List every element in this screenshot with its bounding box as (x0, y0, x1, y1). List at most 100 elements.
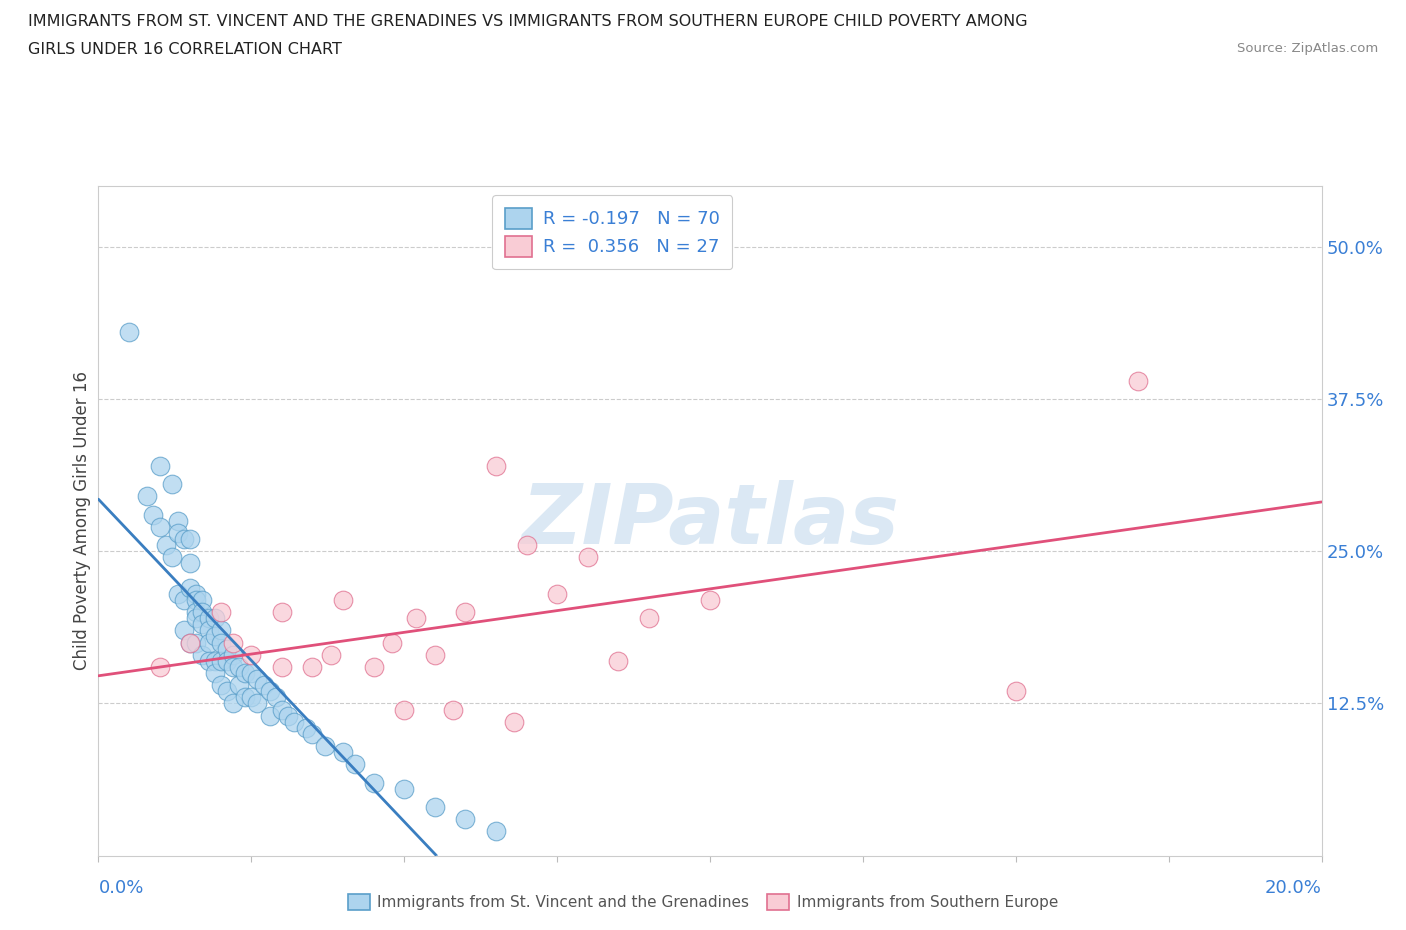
Point (1128, 373, 1150, 388)
Point (246, 671, 269, 686)
Point (240, 690, 263, 705)
Point (191, 617, 214, 631)
Point (301, 659, 323, 674)
Point (160, 550, 183, 565)
Point (546, 587, 568, 602)
Point (405, 611, 427, 626)
Text: Source: ZipAtlas.com: Source: ZipAtlas.com (1237, 42, 1378, 55)
Point (344, 757, 367, 772)
Point (191, 592, 214, 607)
Point (209, 604, 232, 619)
Point (454, 812, 477, 827)
Point (186, 592, 208, 607)
Point (441, 702, 464, 717)
Point (363, 659, 385, 674)
Text: GIRLS UNDER 16 CORRELATION CHART: GIRLS UNDER 16 CORRELATION CHART (28, 42, 342, 57)
Text: IMMIGRANTS FROM ST. VINCENT AND THE GRENADINES VS IMMIGRANTS FROM SOUTHERN EUROP: IMMIGRANTS FROM ST. VINCENT AND THE GREN… (28, 14, 1028, 29)
Point (423, 800, 446, 815)
Point (173, 592, 195, 607)
Point (259, 708, 281, 723)
Point (381, 635, 404, 650)
Point (149, 659, 172, 674)
Point (179, 635, 201, 650)
Point (179, 532, 201, 547)
Point (503, 714, 526, 729)
Point (392, 702, 416, 717)
Point (222, 647, 245, 662)
Point (155, 538, 177, 552)
Point (332, 592, 354, 607)
Point (454, 604, 477, 619)
Legend: Immigrants from St. Vincent and the Grenadines, Immigrants from Southern Europe: Immigrants from St. Vincent and the Gren… (340, 886, 1066, 918)
Point (209, 635, 232, 650)
Point (204, 666, 226, 681)
Point (240, 666, 263, 681)
Point (136, 489, 159, 504)
Point (204, 629, 226, 644)
Point (332, 745, 354, 760)
Point (149, 458, 172, 473)
Point (637, 611, 661, 626)
Point (197, 654, 219, 669)
Point (1004, 684, 1026, 698)
Point (485, 458, 508, 473)
Point (186, 587, 208, 602)
Point (392, 781, 416, 796)
Point (233, 690, 256, 705)
Point (259, 684, 281, 698)
Point (167, 587, 190, 602)
Point (607, 654, 630, 669)
Point (295, 721, 318, 736)
Point (246, 696, 269, 711)
Y-axis label: Child Poverty Among Girls Under 16: Child Poverty Among Girls Under 16 (73, 371, 91, 671)
Point (209, 654, 232, 669)
Point (191, 647, 214, 662)
Point (197, 611, 219, 626)
Point (222, 696, 245, 711)
Point (204, 611, 226, 626)
Point (252, 678, 274, 693)
Point (264, 690, 287, 705)
Point (118, 325, 141, 339)
Point (363, 775, 385, 790)
Point (270, 702, 292, 717)
Point (222, 635, 245, 650)
Text: 20.0%: 20.0% (1265, 879, 1322, 897)
Point (240, 647, 263, 662)
Text: ZIPatlas: ZIPatlas (522, 480, 898, 562)
Legend: R = -0.197   N = 70, R =  0.356   N = 27: R = -0.197 N = 70, R = 0.356 N = 27 (492, 195, 733, 270)
Point (485, 824, 508, 839)
Point (197, 635, 219, 650)
Point (209, 678, 232, 693)
Point (699, 592, 721, 607)
Point (215, 654, 238, 669)
Point (142, 507, 165, 522)
Point (228, 659, 250, 674)
Point (204, 654, 226, 669)
Point (173, 623, 195, 638)
Point (191, 604, 214, 619)
Point (186, 635, 208, 650)
Point (423, 647, 446, 662)
Point (277, 708, 299, 723)
Point (301, 726, 323, 741)
Point (576, 550, 599, 565)
Point (209, 623, 232, 638)
Point (173, 532, 195, 547)
Point (319, 647, 342, 662)
Point (222, 659, 245, 674)
Point (179, 580, 201, 595)
Point (179, 635, 201, 650)
Point (314, 738, 336, 753)
Point (516, 538, 538, 552)
Point (197, 623, 219, 638)
Point (283, 714, 305, 729)
Point (167, 525, 190, 540)
Point (233, 666, 256, 681)
Point (167, 513, 190, 528)
Point (215, 684, 238, 698)
Point (186, 611, 208, 626)
Text: 0.0%: 0.0% (98, 879, 143, 897)
Point (149, 520, 172, 535)
Point (179, 556, 201, 571)
